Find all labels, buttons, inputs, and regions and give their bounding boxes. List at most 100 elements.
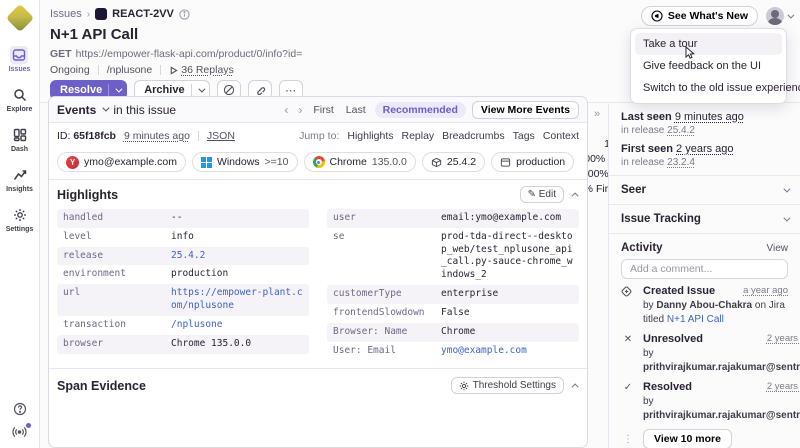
- sidebar-label-dash: Dash: [10, 146, 29, 153]
- highlight-row: Browser: Name Chrome: [327, 322, 579, 342]
- activity-view-link[interactable]: View: [766, 242, 789, 254]
- broadcast-icon[interactable]: [12, 423, 31, 438]
- menu-item-switch-old[interactable]: Switch to the old issue experience: [643, 82, 800, 94]
- breadcrumb-issues[interactable]: Issues: [50, 8, 82, 20]
- windows-icon: [200, 156, 212, 168]
- view-more-events-button[interactable]: View More Events: [471, 100, 579, 119]
- gear-icon: [459, 381, 469, 391]
- created-issue-icon: [621, 285, 635, 326]
- comment-placeholder: Add a comment...: [630, 263, 713, 275]
- jump-breadcrumbs-link[interactable]: Breadcrumbs: [442, 130, 505, 142]
- last-seen-release-link[interactable]: 25.4.2: [667, 125, 695, 136]
- sidebar-label-settings: Settings: [5, 226, 34, 233]
- sidebar-label-insights: Insights: [6, 186, 33, 193]
- seer-label: Seer: [621, 184, 646, 196]
- highlight-row: release 25.4.2: [57, 246, 309, 266]
- span-evidence-section: Span Evidence Threshold Settings: [49, 368, 587, 395]
- menu-item-give-feedback[interactable]: Give feedback on the UI: [643, 60, 762, 72]
- help-icon[interactable]: [13, 402, 27, 416]
- button-divider: [108, 84, 110, 96]
- first-seen-release-link[interactable]: 23.2.4: [667, 157, 695, 168]
- chevron-down-icon: [115, 85, 123, 93]
- menu-item-take-a-tour[interactable]: Take a tour: [635, 33, 782, 55]
- highlight-row: user email:ymo@example.com: [327, 209, 579, 228]
- jump-tags-link[interactable]: Tags: [512, 130, 535, 142]
- sidebar-label-explore: Explore: [6, 106, 33, 113]
- sidebar-bottom: [12, 402, 31, 448]
- dashboard-icon: [11, 126, 29, 144]
- org-logo[interactable]: [5, 3, 34, 33]
- recommended-pill[interactable]: Recommended: [374, 101, 466, 118]
- replays-link[interactable]: 36 Replays: [169, 64, 234, 76]
- transaction-link[interactable]: /nplusone: [106, 64, 153, 76]
- archive-label: Archive: [144, 84, 185, 96]
- collapse-highlights-chevron[interactable]: [571, 192, 579, 200]
- user-avatar-icon: Y: [66, 155, 79, 169]
- sidebar-item-insights[interactable]: Insights: [6, 166, 33, 193]
- activity-entry-title: Created Issue: [643, 285, 716, 297]
- archive-button[interactable]: Archive: [134, 80, 210, 100]
- highlight-row: se prod-tda-direct--desktop_web/test_nplu…: [333, 230, 573, 281]
- sidebar-item-settings[interactable]: Settings: [5, 206, 34, 233]
- jump-replay-link[interactable]: Replay: [401, 130, 435, 142]
- info-icon[interactable]: [179, 8, 190, 20]
- resolve-label: Resolve: [60, 84, 103, 96]
- release-chip[interactable]: 25.4.2: [421, 152, 486, 172]
- view-10-more-button[interactable]: View 10 more: [643, 429, 732, 448]
- sidebar-item-issues[interactable]: Issues: [8, 46, 31, 73]
- breadcrumb-separator: ›: [86, 8, 91, 20]
- browser-chip[interactable]: Chrome 135.0.0: [303, 152, 416, 172]
- activity-actor: Danny Abou-Chakra: [656, 300, 753, 311]
- user-menu-button[interactable]: [766, 7, 795, 25]
- project-icon: [95, 8, 108, 20]
- jump-to-label: Jump to:: [299, 130, 340, 142]
- activity-title: Activity: [621, 242, 663, 254]
- first-event-link[interactable]: First: [313, 103, 334, 116]
- edit-highlights-button[interactable]: ✎ Edit: [519, 186, 564, 203]
- highlights-section: Highlights ✎ Edit handled -- level info re…: [49, 180, 587, 360]
- first-seen-label: First seen: [621, 143, 673, 155]
- jump-context-link[interactable]: Context: [542, 130, 579, 142]
- see-whats-new-button[interactable]: See What's New: [640, 6, 758, 26]
- threshold-settings-button[interactable]: Threshold Settings: [450, 377, 564, 395]
- activity-actor: prithvirajkumar.rajakumar@sentry.io: [643, 409, 800, 421]
- add-comment-input[interactable]: Add a comment...: [621, 259, 788, 279]
- json-link[interactable]: JSON: [206, 130, 235, 142]
- chrome-icon: [312, 156, 325, 168]
- sidebar-item-dash[interactable]: Dash: [11, 126, 29, 153]
- chip-label: ymo@example.com: [84, 156, 177, 168]
- os-chip[interactable]: Windows >=10: [191, 152, 298, 172]
- collapse-sidebar-icon[interactable]: »: [594, 108, 601, 120]
- play-icon: [170, 65, 178, 75]
- collapse-span-evidence-chevron[interactable]: [571, 383, 579, 391]
- user-chip[interactable]: Y ymo@example.com: [57, 152, 186, 172]
- chevron-down-icon: [783, 214, 791, 222]
- breadcrumb-project[interactable]: REACT-2VV: [112, 8, 174, 20]
- event-chips: Y ymo@example.com Windows >=10 Chrome 13…: [49, 149, 587, 180]
- sidebar-item-explore[interactable]: Explore: [6, 86, 33, 113]
- highlight-row: handled --: [57, 209, 309, 228]
- mute-icon: [223, 84, 234, 96]
- prev-event-button[interactable]: ‹: [284, 102, 289, 117]
- resolve-button[interactable]: Resolve: [50, 80, 128, 100]
- environment-chip[interactable]: production: [491, 152, 575, 172]
- replays-count: 36 Replays: [181, 64, 234, 76]
- issue-sidebar: Last seen 9 minutes ago in release 25.4.…: [608, 104, 800, 448]
- issue-tracking-section-toggle[interactable]: Issue Tracking: [621, 211, 791, 227]
- activity-entry-time: 2 years ago: [766, 381, 800, 392]
- highlight-row: level info: [63, 230, 194, 242]
- events-dropdown[interactable]: Events: [57, 102, 97, 117]
- next-event-button[interactable]: ›: [298, 102, 303, 117]
- seer-section-toggle[interactable]: Seer: [621, 182, 791, 198]
- highlights-right-column: user email:ymo@example.com se prod-tda-dir…: [327, 209, 579, 360]
- activity-entry-created: Created Issue a year ago by Danny Abou-Ch…: [621, 285, 788, 326]
- events-panel-header: Events in this issue ‹ › First Last Reco…: [49, 97, 587, 123]
- jira-issue-link[interactable]: N+1 API Call: [666, 313, 724, 325]
- highlight-row: browser Chrome 135.0.0: [57, 334, 309, 354]
- activity-entry-time: a year ago: [743, 285, 788, 296]
- sidebar-label-issues: Issues: [8, 66, 31, 73]
- last-event-link[interactable]: Last: [345, 103, 366, 116]
- jump-highlights-link[interactable]: Highlights: [347, 130, 394, 142]
- mouse-cursor: [685, 46, 696, 59]
